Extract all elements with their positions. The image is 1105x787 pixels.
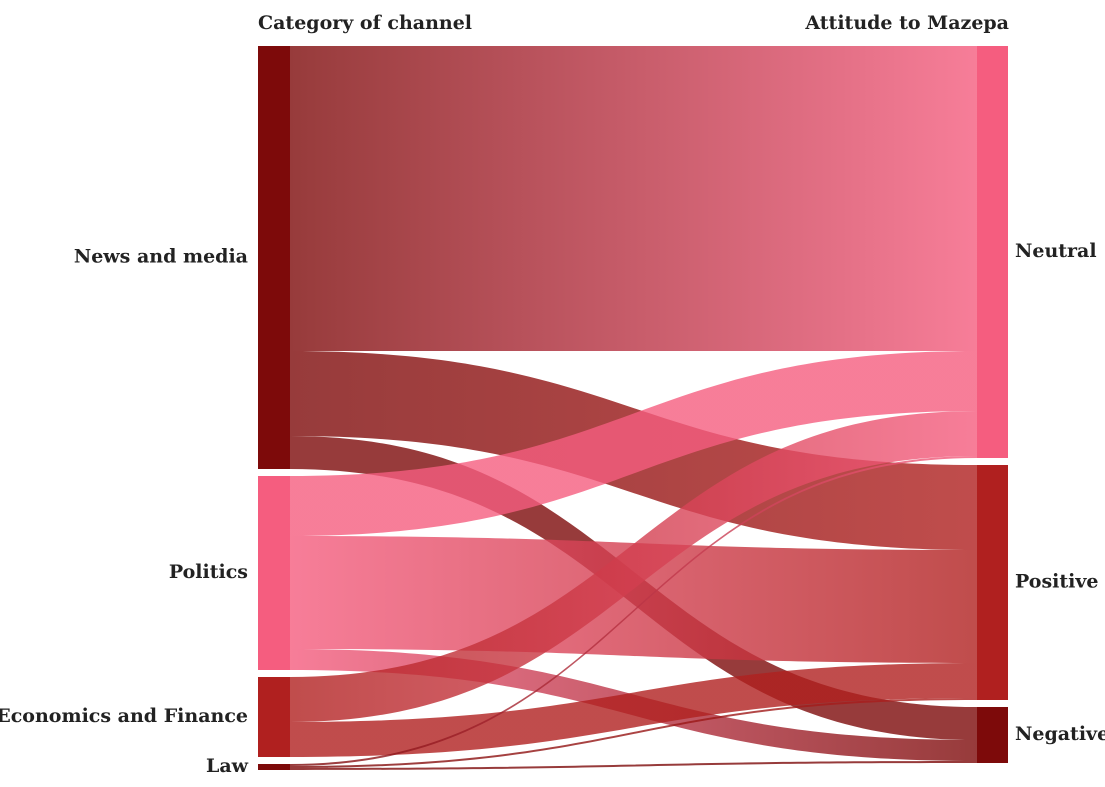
flow-politics-to-positive	[290, 536, 977, 663]
flow-news-and-media-to-neutral	[290, 46, 977, 351]
label-economics-and-finance: Economics and Finance	[0, 705, 248, 727]
node-positive	[977, 465, 1008, 700]
label-politics: Politics	[169, 561, 248, 583]
flow-politics-to-neutral	[290, 351, 977, 536]
label-negative: Negative	[1015, 723, 1105, 745]
label-positive: Positive	[1015, 571, 1099, 593]
node-negative	[977, 707, 1008, 763]
label-law: Law	[206, 755, 249, 777]
left-axis-title: Category of channel	[258, 12, 473, 34]
right-axis-title: Attitude to Mazepa	[805, 12, 1009, 34]
node-law	[258, 764, 290, 770]
node-neutral	[977, 46, 1008, 458]
flow-economics-and-finance-to-neutral	[290, 411, 977, 722]
node-news-and-media	[258, 46, 290, 469]
flow-law-to-positive	[290, 698, 977, 768]
label-news-and-media: News and media	[74, 246, 248, 268]
flow-economics-and-finance-to-positive	[290, 663, 977, 757]
node-politics	[258, 476, 290, 670]
flow-law-to-neutral	[290, 456, 977, 766]
label-neutral: Neutral	[1015, 240, 1097, 262]
flow-law-to-negative	[290, 761, 977, 770]
node-economics-and-finance	[258, 677, 290, 757]
